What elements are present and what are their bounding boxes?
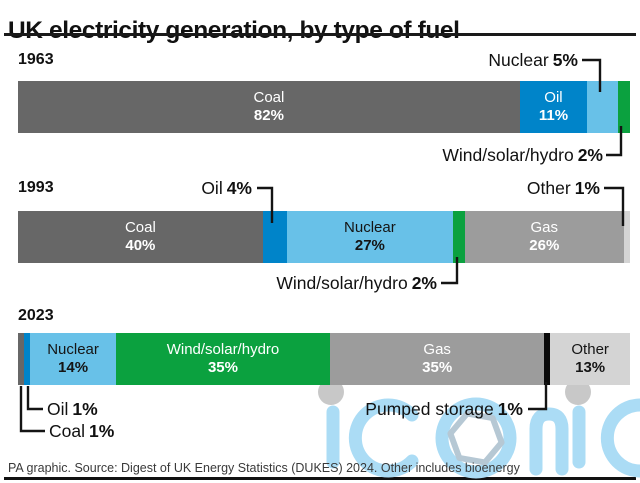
bottom-divider <box>4 477 636 480</box>
segment-label: Coal 82% <box>253 89 284 125</box>
callout-percent: 1% <box>89 421 115 441</box>
segment-pumped-storage-2023 <box>544 333 551 385</box>
fuel-name: Nuclear <box>344 219 396 236</box>
segment-other-2023: Other 13% <box>550 333 630 385</box>
connector-pumped-storage-2023 <box>528 382 548 411</box>
connector-oil-2023 <box>26 386 43 411</box>
callout-fuel-name: Wind/solar/hydro <box>442 145 574 165</box>
callout-oil-2023: Oil 1% <box>47 400 98 418</box>
callout-fuel-name: Nuclear <box>488 50 549 70</box>
segment-other-1993 <box>623 211 630 263</box>
callout-pumped-storage-2023: Pumped storage 1% <box>365 400 523 418</box>
segment-oil-1993 <box>262 211 288 263</box>
fuel-percent: 11% <box>538 107 569 124</box>
segment-label: Other 13% <box>571 341 609 377</box>
fuel-percent: 26% <box>529 237 560 254</box>
segment-oil-1963: Oil 11% <box>519 81 588 133</box>
callout-percent: 2% <box>411 273 437 293</box>
fuel-percent: 13% <box>575 359 606 376</box>
segment-label: Nuclear 14% <box>47 341 99 377</box>
fuel-name: Gas <box>423 341 451 358</box>
fuel-percent: 35% <box>422 359 453 376</box>
fuel-percent: 35% <box>207 359 238 376</box>
fuel-name: Gas <box>530 219 559 236</box>
segment-label: Nuclear 27% <box>344 219 396 255</box>
callout-nuclear-1963: Nuclear 5% <box>488 51 578 69</box>
callout-fuel-name: Other <box>526 178 571 198</box>
callout-percent: 2% <box>577 145 603 165</box>
stacked-bar-1963: Coal 82% Oil 11% <box>18 81 630 133</box>
callout-wind-solar-hydro-1993: Wind/solar/hydro 2% <box>276 274 437 292</box>
fuel-name: Other <box>571 341 609 358</box>
segment-gas-1993: Gas 26% <box>464 211 624 263</box>
segment-coal-2023 <box>18 333 25 385</box>
segment-nuclear-2023: Nuclear 14% <box>30 333 116 385</box>
stacked-bar-2023: Nuclear 14% Wind/solar/hydro 35% Gas 35%… <box>18 333 630 385</box>
segment-nuclear-1963 <box>587 81 618 133</box>
fuel-percent: 27% <box>354 237 385 254</box>
watermark-hexagon-icon <box>447 410 505 466</box>
callout-other-1993: Other 1% <box>527 179 600 197</box>
segment-nuclear-1993: Nuclear 27% <box>287 211 453 263</box>
segment-wind-solar-hydro-2023: Wind/solar/hydro 35% <box>115 333 331 385</box>
callout-percent: 1% <box>574 178 600 198</box>
year-label-2023: 2023 <box>18 307 54 324</box>
callout-wind-solar-hydro-1963: Wind/solar/hydro 2% <box>442 146 603 164</box>
segment-wind-solar-hydro-1993 <box>452 211 465 263</box>
fuel-name: Coal <box>124 219 156 236</box>
connector-coal-2023 <box>19 386 45 433</box>
segment-label: Coal 40% <box>125 219 156 255</box>
fuel-name: Nuclear <box>47 341 99 358</box>
callout-fuel-name: Coal <box>49 421 85 441</box>
callout-coal-2023: Coal 1% <box>49 422 114 440</box>
stacked-bar-1993: Coal 40% Nuclear 27% Gas 26% <box>18 211 630 263</box>
fuel-percent: 82% <box>253 107 284 124</box>
segment-oil-2023 <box>24 333 31 385</box>
segment-gas-2023: Gas 35% <box>330 333 545 385</box>
source-attribution: PA graphic. Source: Digest of UK Energy … <box>8 461 520 475</box>
fuel-name: Oil <box>544 89 563 106</box>
segment-wind-solar-hydro-1963 <box>617 81 630 133</box>
fuel-name: Wind/solar/hydro <box>166 341 280 358</box>
fuel-percent: 14% <box>58 359 89 376</box>
segment-label: Wind/solar/hydro 35% <box>167 341 280 377</box>
callout-percent: 1% <box>497 399 523 419</box>
fuel-percent: 40% <box>125 237 156 254</box>
fuel-name: Coal <box>253 89 285 106</box>
callout-percent: 1% <box>72 399 98 419</box>
callout-percent: 5% <box>552 50 578 70</box>
segment-label: Oil 11% <box>539 89 568 125</box>
segment-coal-1993: Coal 40% <box>18 211 263 263</box>
callout-percent: 4% <box>226 178 252 198</box>
year-label-1993: 1993 <box>18 179 54 196</box>
title-divider <box>4 33 636 36</box>
year-label-1963: 1963 <box>18 51 54 68</box>
callout-oil-1993: Oil 4% <box>201 179 252 197</box>
callout-fuel-name: Oil <box>201 178 223 198</box>
callout-fuel-name: Pumped storage <box>365 399 494 419</box>
callout-fuel-name: Oil <box>47 399 69 419</box>
segment-label: Gas 35% <box>422 341 452 377</box>
callout-fuel-name: Wind/solar/hydro <box>276 273 408 293</box>
segment-label: Gas 26% <box>529 219 559 255</box>
segment-coal-1963: Coal 82% <box>18 81 520 133</box>
chart-title: UK electricity generation, by type of fu… <box>8 17 460 45</box>
